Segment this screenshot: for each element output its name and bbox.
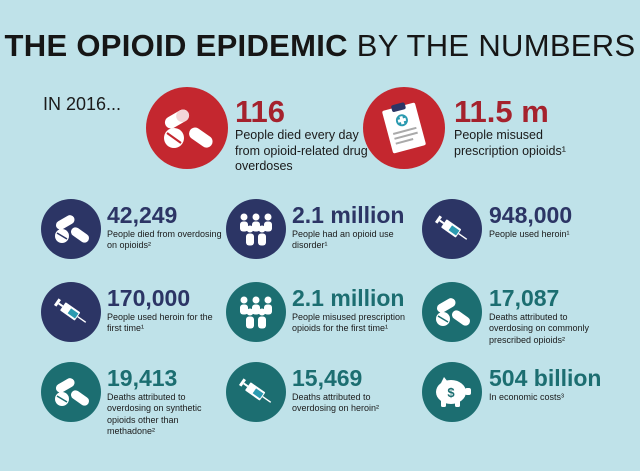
syringe-icon [226,362,286,422]
syringe-icon [422,199,482,259]
stat-value: 948,000 [489,202,573,228]
stat-value: 11.5 m [454,94,549,129]
stat-value: 2.1 million [292,285,405,311]
stat-description: People died from overdosing on opioids² [107,229,222,251]
stat-value: 116 [235,94,286,129]
stat-description: People died every day from opioid-relate… [235,128,368,174]
pills-icon [422,282,482,342]
stat-value: 19,413 [107,365,178,391]
stat-value: 2.1 million [292,202,405,228]
stat-description: People used heroin¹ [489,229,570,239]
pills-icon [41,362,101,422]
stat-value: 170,000 [107,285,191,311]
stat-value: 42,249 [107,202,178,228]
syringe-icon [41,282,101,342]
people-group-icon [226,199,286,259]
piggy-bank-icon: $ [422,362,482,422]
title-rest: BY THE NUMBERS [356,28,636,63]
pills-icon [41,199,101,259]
stat-description: People misused prescription opioids¹ [454,128,566,158]
stat-value: 17,087 [489,285,560,311]
people-group-icon [226,282,286,342]
stat-description: Deaths attributed to overdosing on commo… [489,312,590,345]
stat-value: 15,469 [292,365,363,391]
stat-description: People used heroin for the first time¹ [107,312,213,334]
page-title: THE OPIOID EPIDEMIC BY THE NUMBERS [0,28,640,64]
stat-description: In economic costs³ [489,392,565,402]
stat-value: 504 billion [489,365,602,391]
stat-description: Deaths attributed to overdosing on synth… [107,392,202,436]
stat-description: Deaths attributed to overdosing on heroi… [292,392,380,414]
prescription-clipboard-icon [363,87,445,169]
stat-description: People had an opioid use disorder¹ [292,229,394,251]
stat-description: People misused prescription opioids for … [292,312,406,334]
pills-icon [146,87,228,169]
svg-text:$: $ [447,385,455,400]
title-bold: THE OPIOID EPIDEMIC [4,28,348,63]
year-label: IN 2016... [43,94,122,114]
